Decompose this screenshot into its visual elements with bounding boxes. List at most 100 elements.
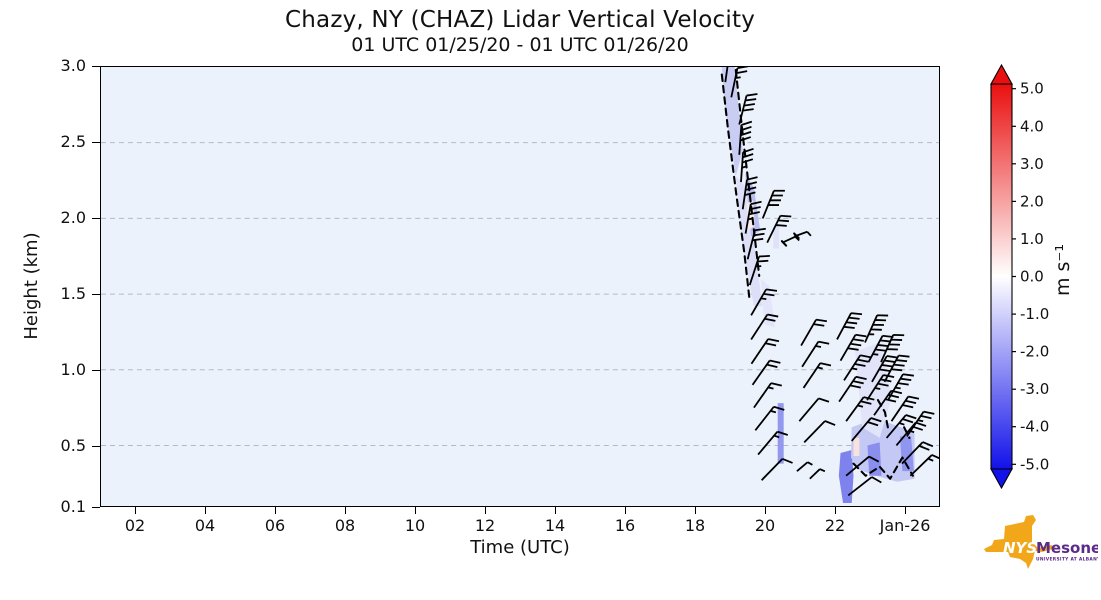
y-tick-mark: [92, 142, 100, 144]
contour-line: [720, 73, 751, 303]
x-tick-mark: [485, 507, 487, 514]
chart-subtitle: 01 UTC 01/25/20 - 01 UTC 01/26/20: [351, 34, 689, 56]
wind-barb: [864, 314, 889, 343]
wind-barb: [757, 430, 789, 456]
x-axis-label: Time (UTC): [470, 537, 570, 558]
wind-barb: [851, 417, 882, 442]
y-tick-label: 0.5: [60, 436, 86, 456]
x-tick-mark: [695, 507, 697, 514]
y-tick-mark: [92, 66, 100, 68]
chart-title: Chazy, NY (CHAZ) Lidar Vertical Velocity: [285, 7, 755, 33]
wind-barb: [880, 333, 905, 363]
colorbar-tick-label: 4.0: [1020, 117, 1044, 135]
wind-barb: [801, 340, 830, 368]
x-tick-mark: [835, 507, 837, 514]
wind-barb: [782, 235, 800, 244]
wind-barb: [754, 405, 785, 431]
x-tick-label: 22: [824, 516, 846, 535]
y-tick-label: 2.0: [60, 208, 86, 228]
colorbar-tick-label: -2.0: [1020, 343, 1049, 361]
x-tick-mark: [345, 507, 347, 514]
wind-barb: [738, 93, 758, 125]
y-tick-label: 3.0: [60, 56, 86, 75]
colorbar-tick-label: 0.0: [1020, 268, 1044, 286]
contour-line: [852, 456, 914, 480]
x-tick-label: 04: [194, 516, 216, 535]
y-tick-mark: [92, 370, 100, 372]
x-tick-mark: [135, 507, 137, 514]
wind-barb: [766, 214, 792, 243]
x-tick-label: 06: [264, 516, 286, 535]
wind-barb: [883, 354, 910, 383]
colorbar-tick-label: -1.0: [1020, 305, 1049, 323]
colorbar-down-arrow: [990, 468, 1013, 490]
colorbar-tick-label: -4.0: [1020, 418, 1049, 436]
colorbar-tick-label: 5.0: [1020, 80, 1044, 98]
velocity-shading: [773, 225, 780, 249]
x-tick-label: 16: [614, 516, 636, 535]
nys-mesonet-logo: NYS Mesonet UNIVERSITY AT ALBANY: [978, 512, 1101, 574]
logo-mesonet-text: Mesonet: [1036, 539, 1098, 557]
nys-mesonet-logo-image: NYS Mesonet UNIVERSITY AT ALBANY: [984, 515, 1101, 569]
wind-barb: [867, 334, 894, 363]
wind-barb: [798, 397, 830, 422]
wind-barb: [740, 147, 754, 183]
wind-barb: [906, 410, 935, 437]
x-tick-label: 02: [124, 516, 146, 535]
wind-barb: [751, 359, 781, 386]
wind-barb: [838, 375, 867, 403]
wind-barb: [746, 227, 766, 260]
wind-barb: [750, 313, 779, 340]
x-tick-label: 08: [334, 516, 356, 535]
colorbar: 5.0 4.0 3.0 2.0 1.0 0.0 -1.0 -2.0 -3.0 -4.0 -5.0: [990, 63, 1049, 490]
colorbar-tick-label: 2.0: [1020, 192, 1044, 210]
plot-area: [100, 66, 940, 507]
velocity-shading: [851, 418, 915, 482]
x-tick-mark: [905, 507, 907, 514]
colorbar-up-arrow: [990, 63, 1013, 85]
logo-tagline-text: UNIVERSITY AT ALBANY: [1036, 557, 1098, 563]
y-tick-mark: [92, 446, 100, 448]
plot-canvas: [101, 67, 939, 504]
colorbar-gradient: [990, 83, 1013, 470]
wind-barb: [887, 373, 914, 401]
contour-line: [734, 68, 761, 277]
y-tick-mark: [92, 218, 100, 220]
colorbar-tick-label: -3.0: [1020, 380, 1049, 398]
wind-barb: [836, 312, 863, 340]
x-tick-mark: [415, 507, 417, 514]
wind-barb: [890, 395, 920, 422]
velocity-shading: [721, 67, 743, 177]
wind-barb: [744, 200, 762, 234]
wind-barb: [802, 362, 832, 389]
wind-barb: [760, 457, 793, 481]
wind-barb: [761, 189, 785, 219]
wind-barb: [796, 461, 813, 472]
wind-barb: [793, 230, 812, 238]
velocity-shading: [853, 437, 860, 457]
wind-barb: [803, 420, 836, 444]
colorbar-unit-label: m s⁻¹: [1052, 243, 1074, 297]
wind-barb: [871, 355, 898, 383]
wind-barb: [724, 67, 729, 83]
wind-barb: [845, 455, 880, 477]
wind-barb: [750, 338, 780, 365]
colorbar-tick-label: -5.0: [1020, 455, 1049, 473]
wind-barb: [741, 176, 758, 210]
x-tick-mark: [275, 507, 277, 514]
y-axis-label: Height (km): [21, 232, 42, 340]
x-tick-label: 12: [474, 516, 496, 535]
wind-barb: [901, 441, 934, 465]
wind-barb: [809, 468, 826, 480]
wind-barb: [847, 476, 882, 497]
wind-barb: [750, 288, 778, 316]
wind-barb: [873, 389, 903, 416]
x-tick-mark: [555, 507, 557, 514]
x-tick-mark: [625, 507, 627, 514]
x-tick-label: 10: [404, 516, 426, 535]
wind-barb: [730, 67, 749, 98]
y-tick-label: 1.0: [60, 360, 86, 380]
wind-barb: [748, 254, 770, 286]
wind-barb: [738, 120, 753, 155]
